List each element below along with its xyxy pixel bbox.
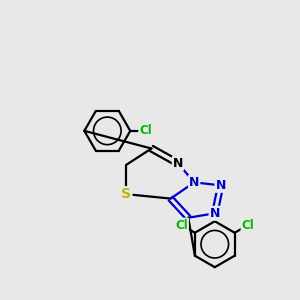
Text: Cl: Cl [242,219,254,232]
Text: Cl: Cl [175,219,188,232]
Text: N: N [173,157,183,170]
Text: Cl: Cl [139,124,152,137]
Text: S: S [122,187,131,201]
Text: N: N [210,207,220,220]
Text: N: N [189,176,200,189]
Text: N: N [215,179,226,192]
